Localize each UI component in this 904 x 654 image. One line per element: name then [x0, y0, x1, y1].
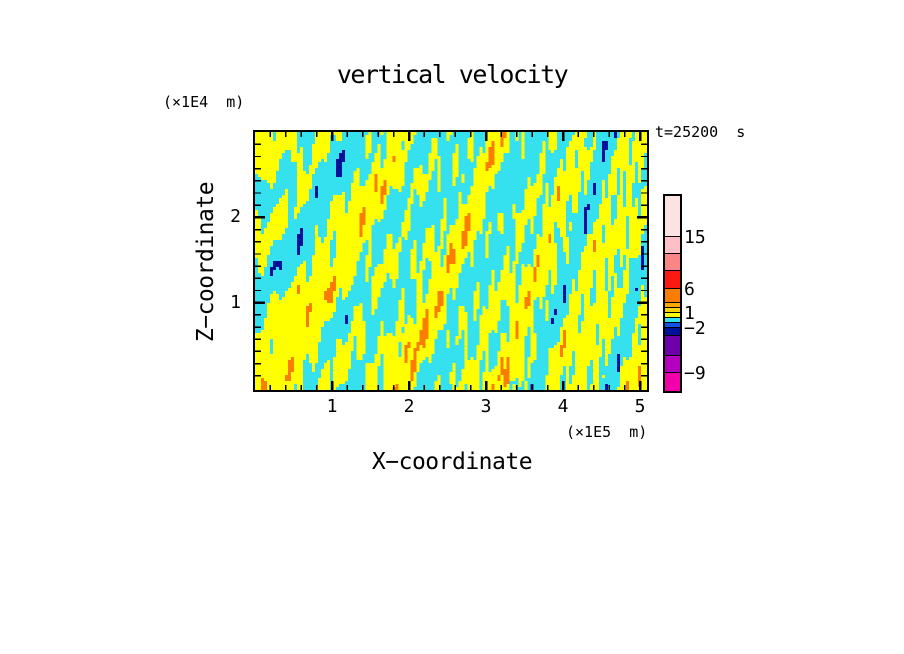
- colorbar-segment: [665, 318, 680, 323]
- colorbar-label: 15: [684, 226, 706, 248]
- x-tick-label: 4: [557, 396, 569, 417]
- x-ticks: [269, 132, 642, 390]
- colorbar-segment: [665, 196, 680, 237]
- colorbar-segment: [665, 313, 680, 318]
- colorbar-segment: [665, 323, 680, 328]
- colorbar-label: 1: [684, 302, 695, 324]
- x-units-label: (×1E5 m): [566, 423, 648, 441]
- time-label: t=25200 s: [655, 123, 746, 141]
- colorbar-segment: [665, 271, 680, 289]
- colorbar: [663, 194, 682, 393]
- colorbar-label: 6: [684, 278, 695, 300]
- velocity-heatmap-canvas: [255, 132, 647, 390]
- colorbar-segment: [665, 237, 680, 254]
- x-tick-label: 3: [480, 396, 492, 417]
- z-axis-title: Z−coordinate: [193, 181, 219, 343]
- colorbar-segment: [665, 373, 680, 391]
- plot-frame: [253, 130, 649, 392]
- colorbar-label: −2: [684, 317, 706, 339]
- colorbar-segment: [665, 336, 680, 356]
- x-tick-label: 1: [326, 396, 338, 417]
- x-tick-label: 5: [634, 396, 646, 417]
- axis-ticks-overlay: [255, 132, 647, 390]
- z-ticks: [255, 143, 647, 377]
- z-units-label: (×1E4 m): [163, 93, 245, 111]
- colorbar-segment: [665, 328, 680, 336]
- x-axis-title: X−coordinate: [371, 449, 533, 475]
- x-tick-label: 2: [403, 396, 415, 417]
- colorbar-segment: [665, 254, 680, 271]
- plot-title: vertical velocity: [336, 60, 569, 89]
- colorbar-segment: [665, 356, 680, 373]
- z-tick-label: 2: [230, 206, 241, 228]
- colorbar-label: −9: [684, 362, 706, 384]
- colorbar-segment: [665, 308, 680, 313]
- z-tick-label: 1: [230, 291, 241, 313]
- colorbar-segment: [665, 289, 680, 303]
- colorbar-segment: [665, 303, 680, 308]
